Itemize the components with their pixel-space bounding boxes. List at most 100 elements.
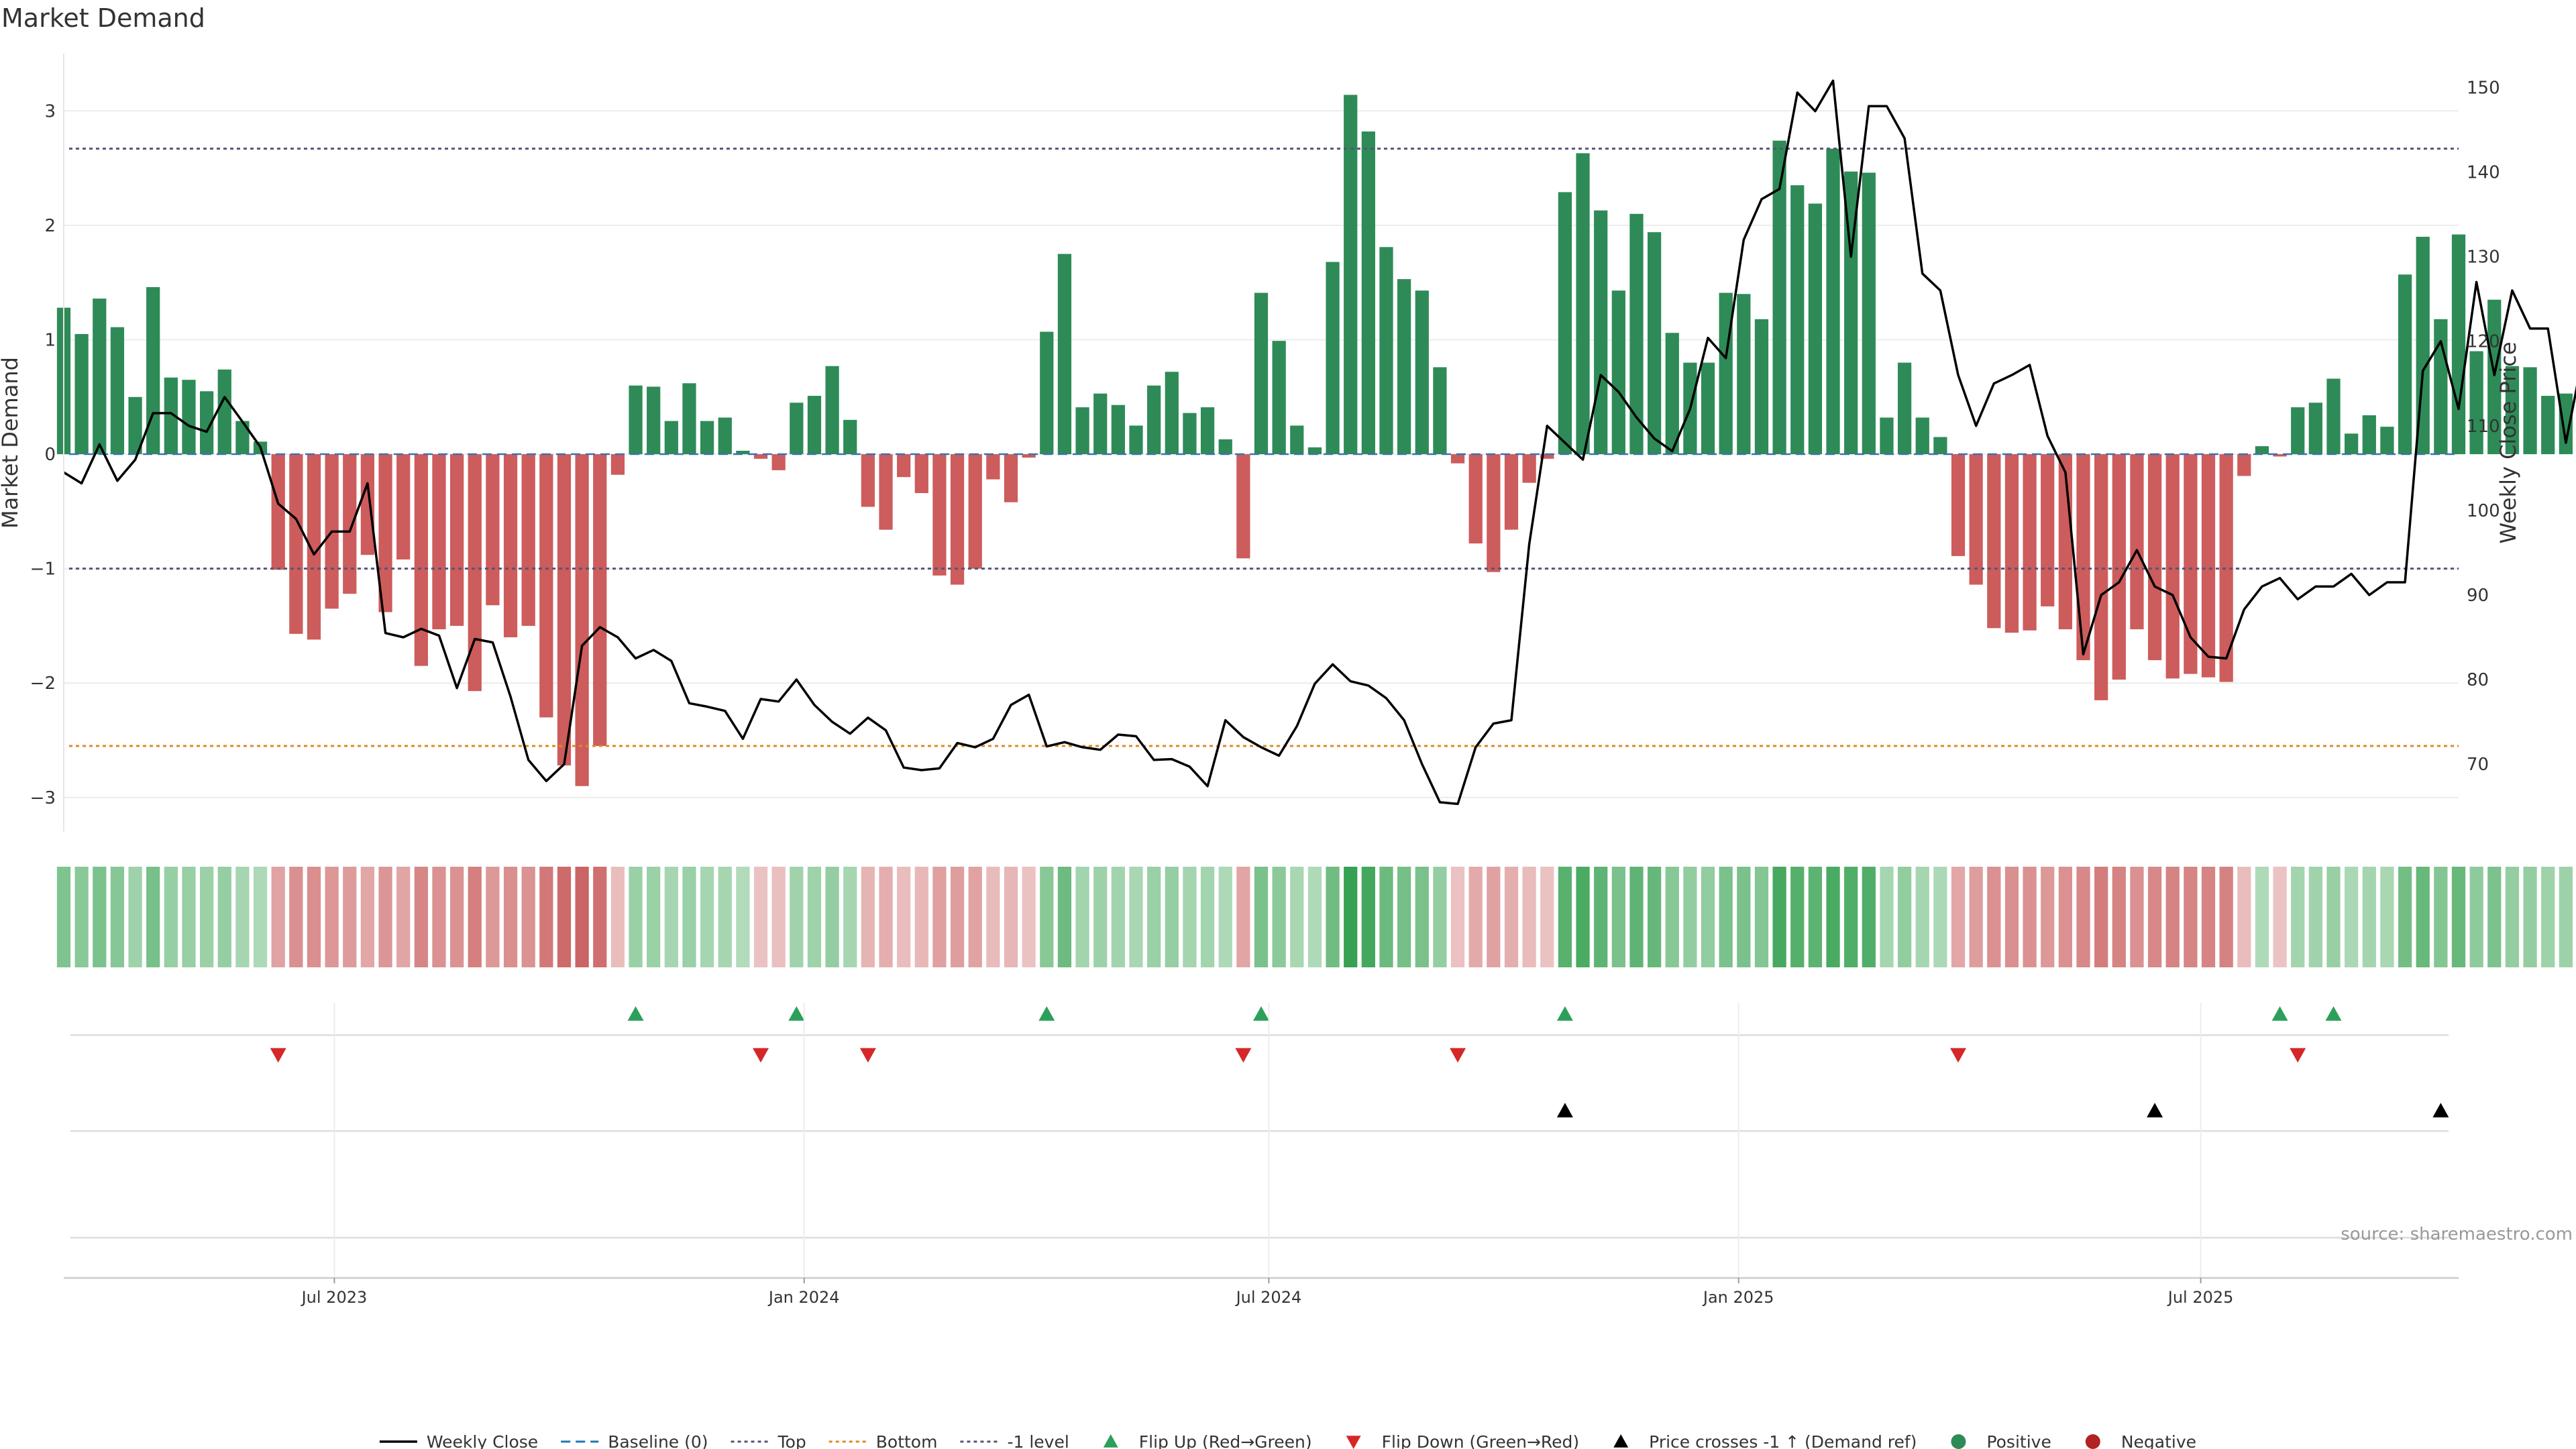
demand-bar <box>2451 234 2466 455</box>
demand-bar <box>1468 454 1483 544</box>
price-cross-marker <box>1556 1103 1573 1118</box>
heat-cell <box>914 867 928 967</box>
heat-cell <box>753 867 768 967</box>
demand-bar <box>2469 351 2483 455</box>
demand-bar <box>1826 148 1840 455</box>
heat-cell <box>1183 867 1197 967</box>
heat-cell <box>950 867 965 967</box>
demand-bar <box>1629 213 1644 455</box>
heat-cell <box>2559 867 2573 967</box>
demand-bar <box>128 396 142 455</box>
source-note: source: sharemaestro.com <box>2341 1224 2573 1244</box>
flip-down-marker <box>2290 1048 2306 1063</box>
demand-bar <box>825 366 839 455</box>
demand-bar <box>2255 446 2269 455</box>
price-cross-panel <box>70 1103 2449 1132</box>
heat-cell <box>1629 867 1644 967</box>
demand-bar <box>271 454 285 570</box>
demand-bar <box>2523 367 2537 455</box>
heat-cell <box>235 867 250 967</box>
heat-cell <box>2487 867 2502 967</box>
demand-bar <box>2434 319 2448 455</box>
heat-cell <box>1880 867 1894 967</box>
heat-cell <box>575 867 589 967</box>
demand-bar <box>968 454 982 569</box>
heat-cell <box>2469 867 2483 967</box>
y-tick-label-right: 80 <box>2467 670 2489 690</box>
heat-cell <box>1218 867 1232 967</box>
heat-cell <box>146 867 160 967</box>
legend-item: Baseline (0) <box>561 1432 708 1449</box>
demand-bar <box>1236 454 1250 559</box>
heat-cell <box>1576 867 1590 967</box>
demand-bar <box>1057 254 1072 455</box>
demand-bar <box>1254 292 1269 455</box>
heat-cell <box>1450 867 1465 967</box>
heat-cell <box>200 867 214 967</box>
demand-bar <box>682 383 696 455</box>
demand-bar <box>1880 417 1894 455</box>
legend-label: Flip Up (Red→Green) <box>1139 1432 1312 1449</box>
heat-cell <box>1200 867 1215 967</box>
heat-cell <box>771 867 786 967</box>
heat-cell <box>1719 867 1733 967</box>
demand-bar <box>1790 185 1805 455</box>
demand-bar <box>2559 393 2573 455</box>
heat-cell <box>1254 867 1269 967</box>
demand-bar <box>1183 413 1197 455</box>
demand-bar <box>2273 454 2287 457</box>
demand-bar <box>289 454 303 634</box>
heat-cell <box>1040 867 1054 967</box>
demand-bar <box>1737 294 1751 455</box>
heat-cell <box>647 867 661 967</box>
heat-cell <box>2023 867 2037 967</box>
demand-bar <box>1611 290 1625 455</box>
heat-cell <box>843 867 857 967</box>
heat-cell <box>1129 867 1143 967</box>
demand-bar <box>2041 454 2055 606</box>
demand-bar <box>736 450 750 455</box>
y-axis-label-left: Market Demand <box>0 357 23 529</box>
heat-cell <box>1415 867 1429 967</box>
heat-cell <box>1808 867 1823 967</box>
heat-cell <box>2326 867 2341 967</box>
flip-down-marker <box>1950 1048 1967 1063</box>
legend-swatch <box>1346 1436 1361 1449</box>
x-tick-label: Jul 2025 <box>2167 1288 2234 1307</box>
demand-bar <box>1450 454 1465 464</box>
demand-bar <box>2184 454 2198 674</box>
heat-cell <box>2291 867 2305 967</box>
heat-cell <box>1969 867 1983 967</box>
heat-cell <box>325 867 339 967</box>
demand-bar <box>1558 192 1572 455</box>
price-cross-marker <box>2432 1103 2449 1118</box>
demand-bar <box>1415 290 1429 455</box>
heat-cell <box>2076 867 2090 967</box>
y-tick-label-left: −3 <box>30 788 56 808</box>
legend: Weekly Close Baseline (0) Top Bottom -1 leve… <box>379 1432 2196 1449</box>
demand-bar <box>1022 454 1036 458</box>
heat-cell <box>1737 867 1751 967</box>
legend-label: Top <box>777 1432 806 1449</box>
legend-label: Negative <box>2121 1432 2196 1449</box>
heat-cell <box>1147 867 1161 967</box>
heat-cell <box>2398 867 2412 967</box>
flip-up-marker <box>2325 1006 2342 1021</box>
legend-label: Flip Down (Green→Red) <box>1382 1432 1580 1449</box>
heat-cell <box>1397 867 1411 967</box>
x-tick-label: Jan 2024 <box>767 1288 840 1307</box>
heat-cell <box>1326 867 1340 967</box>
flip-up-marker <box>627 1006 644 1021</box>
legend-swatch <box>2085 1434 2100 1449</box>
legend-label: Baseline (0) <box>608 1432 708 1449</box>
heat-cell <box>2523 867 2537 967</box>
demand-bar <box>2147 454 2162 661</box>
heat-cell <box>1504 867 1519 967</box>
legend-item: Bottom <box>828 1432 937 1449</box>
heat-cell <box>1290 867 1304 967</box>
y-axis-label-right: Weekly Close Price <box>2496 341 2521 543</box>
price-line-layer <box>63 79 2576 806</box>
heat-cell <box>271 867 285 967</box>
demand-bar <box>2201 454 2216 678</box>
